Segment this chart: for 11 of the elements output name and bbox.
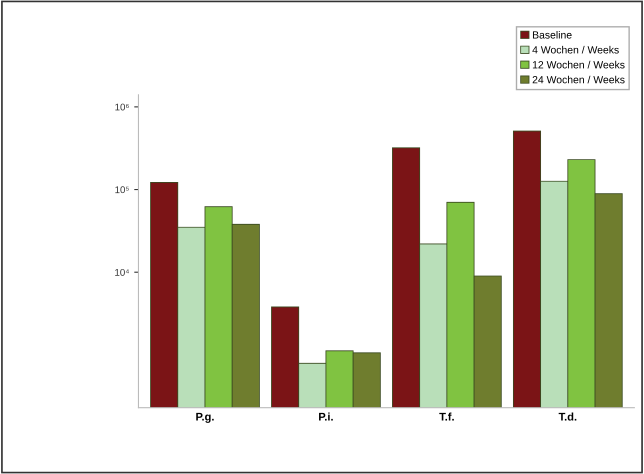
legend-label: 12 Wochen / Weeks <box>532 60 625 68</box>
y-tick-label: 10⁵ <box>115 186 129 194</box>
legend-label: 24 Wochen / Weeks <box>532 76 625 84</box>
x-tick-label: T.d. <box>558 412 576 421</box>
y-tick-label: 10⁶ <box>115 104 129 110</box>
x-tick-label: P.i. <box>319 412 333 421</box>
legend-label: 4 Wochen / Weeks <box>532 46 619 54</box>
legend-label: Baseline <box>532 30 572 39</box>
y-tick-label: 10⁴ <box>115 268 129 276</box>
x-tick-label: P.g. <box>196 412 214 423</box>
x-tick-label: T.f. <box>439 412 454 421</box>
